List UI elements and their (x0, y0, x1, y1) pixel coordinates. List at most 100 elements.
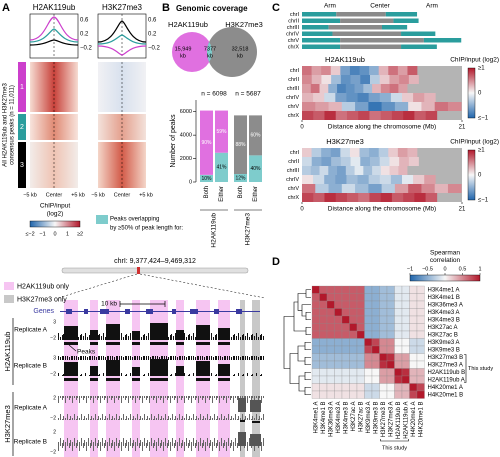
heatmap-cell (331, 157, 342, 166)
heatmap-cell (379, 75, 390, 84)
panel-label: A (2, 2, 10, 14)
heatmap-cell (394, 293, 403, 302)
chrom-label: chrX (288, 113, 300, 119)
replicate-label: Replicate B (14, 439, 47, 446)
heatmap-cell (341, 338, 350, 347)
colorbar-tick-label: 0.5 (459, 266, 467, 272)
heatmap-cell (413, 175, 425, 184)
x-axis-label: Distance along the chromosome (Mb) (328, 206, 436, 213)
heatmap-cell (319, 315, 328, 324)
heatmap-cell (340, 157, 351, 166)
chrom-label: chrIV (286, 31, 299, 37)
chrom-label: chrIII (287, 25, 300, 31)
profile-tick: 0.2 (80, 32, 89, 38)
heatmap-cell (341, 345, 350, 354)
heatmap-cell (434, 184, 449, 193)
heatmap-cell (311, 315, 320, 324)
heatmap-cell (379, 368, 388, 377)
heatmap-cell (371, 383, 380, 392)
heatmap-cell (401, 390, 410, 399)
heatmap-cell (368, 175, 381, 184)
heatmap-cell (386, 330, 395, 339)
heatmap-cell (341, 285, 350, 294)
cluster-bar (18, 62, 26, 112)
bar-label: Both (204, 186, 210, 198)
heatmap-cell (413, 93, 425, 102)
row-label: H2AK119ub A (428, 377, 465, 383)
heatmap-cell (394, 315, 403, 324)
heatmap-cell (394, 102, 409, 111)
heatmap-cell (356, 323, 365, 332)
value-label: 40% (250, 166, 261, 172)
region-label: chrI: 9,377,424–9,469,312 (114, 258, 196, 265)
heatmap-cell (359, 66, 370, 75)
heatmap-cell (319, 293, 328, 302)
heatmap-cell (378, 66, 389, 75)
heatmap-cell (321, 75, 332, 84)
heatmap-cell (335, 93, 347, 102)
heatmap-cell (357, 175, 369, 184)
heatmap-cell (311, 330, 320, 339)
chrom-label: chrI (290, 150, 300, 156)
heatmap-cell (371, 330, 380, 339)
cluster-bar (18, 114, 26, 140)
bar-segment (234, 174, 247, 182)
heatmap-cell (364, 323, 373, 332)
heatmap-cell (386, 345, 395, 354)
heatmap-cell (416, 293, 425, 302)
colorbar (409, 274, 481, 282)
heatmap-cell (409, 338, 418, 347)
row-label: H4K20me1 A (428, 385, 463, 391)
x-tick-label: 0 (300, 125, 304, 131)
heatmap-cell (409, 390, 418, 399)
heatmap-cell (356, 353, 365, 362)
heatmap-cell (311, 368, 320, 377)
heatmap-cell (334, 330, 343, 339)
heatmap-cell (334, 293, 343, 302)
chrom-label: chrIII (287, 86, 300, 92)
row-label: H3K27ac A (428, 325, 458, 331)
heatmap-cell (356, 368, 365, 377)
heatmap-cell (370, 157, 381, 166)
heatmap-cell (379, 175, 392, 184)
heatmap-cell (394, 338, 403, 347)
heatmap-cell (302, 102, 316, 111)
heatmap-cell (379, 323, 388, 332)
heatmap-cell (356, 375, 365, 384)
venn-circle (207, 27, 257, 77)
heatmap-cell (381, 102, 396, 111)
colorbar (467, 67, 476, 119)
x-label: Center (46, 192, 63, 198)
column-label: H3K36me3 A (328, 402, 334, 437)
arm (401, 31, 436, 36)
heatmap-cell (390, 93, 403, 102)
bar-segment (200, 110, 213, 175)
heatmap-cell (326, 323, 335, 332)
heatmap-cell (409, 285, 418, 294)
heatmap-cell (302, 148, 312, 157)
heatmap-cell (368, 102, 382, 111)
heatmap-cell (341, 300, 350, 309)
heatmap-cell (386, 293, 395, 302)
heatmap-cell (334, 353, 343, 362)
heatmap-cell (356, 330, 365, 339)
heatmap-cell (349, 285, 358, 294)
heatmap-cell (326, 315, 335, 324)
heatmap-cell (341, 308, 350, 317)
heatmap-cell (379, 157, 390, 166)
x-label: Center (114, 192, 131, 198)
heatmap-cell (424, 93, 436, 102)
heatmap-cell (364, 330, 373, 339)
colorbar-title: ChIP/input (log2) (450, 139, 499, 146)
ideogram-label: Center (370, 3, 390, 10)
value-label: 88% (235, 142, 246, 148)
legend-text: by ≥50% of peak length for: (110, 226, 183, 232)
heatmap-cell (335, 193, 348, 202)
legend-swatch (96, 215, 108, 224)
heatmap-cell (321, 157, 332, 166)
profile-tick: −0.2 (148, 46, 161, 52)
value-label: 12% (235, 175, 246, 181)
heatmap-cell (311, 375, 320, 384)
heatmap-cell (364, 338, 373, 347)
